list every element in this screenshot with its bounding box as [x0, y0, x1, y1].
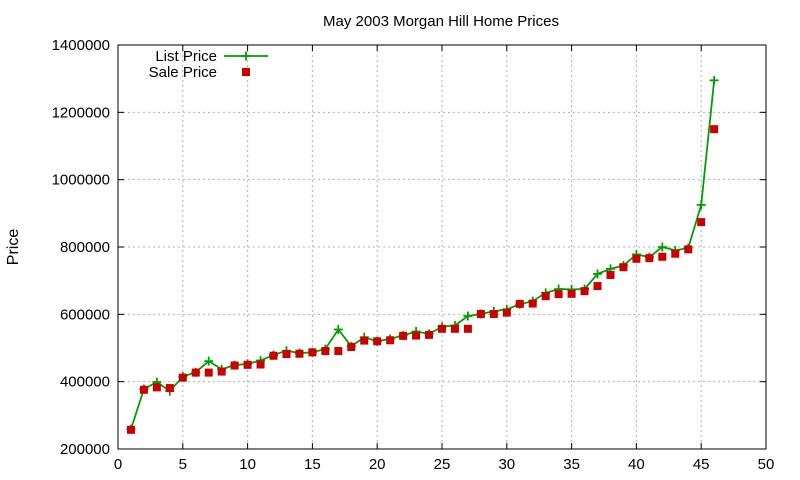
y-tick-label: 800000	[60, 239, 110, 256]
sale-price-point	[450, 324, 459, 333]
sale-price-point	[126, 425, 135, 434]
sale-price-point	[178, 373, 187, 382]
list-price-line	[130, 80, 716, 430]
x-tick-label: 10	[239, 456, 256, 473]
sale-price-point	[256, 360, 265, 369]
sale-price-point	[243, 360, 252, 369]
sale-price-point	[399, 331, 408, 340]
x-tick-label: 15	[304, 456, 321, 473]
sale-price-point	[230, 361, 239, 370]
sale-price-point	[204, 368, 213, 377]
x-tick-label: 0	[114, 456, 122, 473]
sale-price-point	[684, 245, 693, 254]
grid-lines	[118, 45, 766, 449]
legend-plus-marker	[241, 51, 251, 61]
legend-label: List Price	[155, 48, 217, 65]
sale-price-point	[412, 331, 421, 340]
sale-price-point	[528, 299, 537, 308]
sale-price-point	[386, 336, 395, 345]
x-tick-label: 20	[369, 456, 386, 473]
x-tick-label: 25	[434, 456, 451, 473]
sale-price-point	[606, 270, 615, 279]
series-layer	[126, 75, 719, 434]
list-price-point	[593, 269, 603, 279]
x-tick-label: 35	[563, 456, 580, 473]
sale-price-point	[165, 384, 174, 393]
x-tick-label: 30	[498, 456, 515, 473]
y-tick-label: 1000000	[52, 172, 110, 189]
legend-label: Sale Price	[149, 64, 217, 81]
sale-price-point	[502, 308, 511, 317]
y-tick-label: 1200000	[52, 104, 110, 121]
sale-price-point	[191, 368, 200, 377]
sale-price-point	[671, 249, 680, 258]
sale-price-point	[697, 218, 706, 227]
sale-price-point	[710, 125, 719, 134]
x-tick-label: 45	[693, 456, 710, 473]
sale-price-point	[308, 348, 317, 357]
y-tick-label: 1400000	[52, 37, 110, 54]
y-tick-label: 200000	[60, 441, 110, 458]
y-axis-label: Price	[5, 229, 22, 266]
sale-price-point	[347, 342, 356, 351]
sale-price-point	[463, 324, 472, 333]
list-price-point	[709, 75, 719, 85]
sale-price-point	[321, 347, 330, 356]
chart-title: May 2003 Morgan Hill Home Prices	[323, 13, 559, 30]
sale-price-point	[645, 254, 654, 263]
x-tick-label: 40	[628, 456, 645, 473]
list-price-point	[463, 311, 473, 321]
sale-price-point	[541, 292, 550, 301]
series-sale-price	[126, 125, 719, 434]
sale-price-point	[269, 351, 278, 360]
sale-price-point	[295, 349, 304, 358]
list-price-point	[333, 324, 343, 334]
list-price-point	[657, 242, 667, 252]
sale-price-point	[567, 289, 576, 298]
sale-price-point	[373, 337, 382, 346]
list-price-point	[696, 200, 706, 210]
sale-price-point	[334, 347, 343, 356]
sale-price-point	[152, 383, 161, 392]
sale-price-point	[217, 367, 226, 376]
sale-price-point	[438, 324, 446, 333]
x-tick-label: 50	[758, 456, 775, 473]
sale-price-point	[580, 287, 589, 296]
sale-price-point	[139, 385, 148, 394]
sale-price-point	[515, 299, 524, 308]
y-tick-label: 600000	[60, 306, 110, 323]
x-tick-label: 5	[179, 456, 187, 473]
sale-price-point	[632, 254, 641, 263]
sale-price-point	[282, 350, 291, 359]
sale-price-point	[619, 263, 628, 272]
axis-ticks: 0 5 10 15 20 25 30 35 40 45 50 200000 400000 600000 80…	[52, 37, 775, 473]
list-price-point	[204, 356, 214, 366]
y-tick-label: 400000	[60, 374, 110, 391]
series-list-price	[126, 75, 719, 434]
sale-price-point	[593, 282, 602, 291]
legend-square-marker	[242, 68, 250, 76]
sale-price-point	[425, 330, 434, 339]
sale-price-point	[658, 252, 667, 261]
sale-price-point	[489, 309, 498, 318]
sale-price-point	[476, 309, 485, 318]
sale-price-point	[554, 290, 563, 299]
sale-price-point	[360, 336, 369, 345]
